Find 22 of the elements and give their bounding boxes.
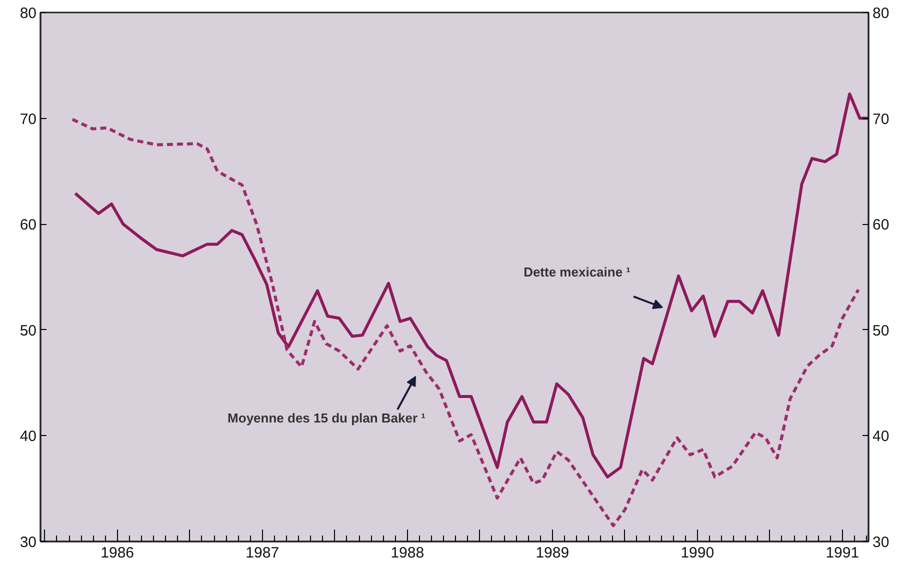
x-tick-label: 1989 [536, 544, 570, 562]
x-tick-label: 1988 [390, 544, 424, 562]
y2-tick-label: 60 [872, 216, 890, 234]
annotation: Moyenne des 15 du plan Baker ¹ [228, 410, 426, 426]
y-tick-label: 80 [20, 5, 37, 22]
y2-tick-label: 70 [872, 110, 890, 128]
x-tick-label: 1991 [826, 544, 860, 562]
annotation: Dette mexicaine ¹ [524, 264, 631, 280]
x-tick-label: 1986 [100, 544, 134, 562]
x-tick-label: 1990 [680, 544, 714, 562]
y2-tick-label: 40 [872, 428, 890, 446]
y-tick-label: 50 [20, 322, 37, 340]
y-tick-label: 60 [20, 216, 37, 234]
line-series [70, 118, 860, 528]
y-tick-label: 30 [20, 534, 37, 551]
y2-tick-label: 30 [872, 534, 890, 551]
line-series [74, 92, 868, 478]
y-tick-label: 70 [20, 110, 37, 128]
y2-tick-label: 50 [872, 322, 890, 340]
y2-tick-label: 80 [872, 5, 890, 22]
x-tick-label: 1987 [246, 544, 280, 562]
y-tick-label: 40 [20, 428, 37, 446]
